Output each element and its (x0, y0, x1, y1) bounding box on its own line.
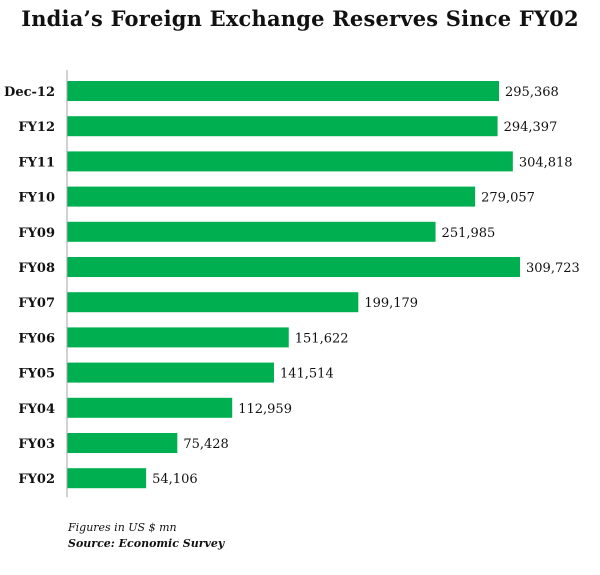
units-note: Figures in US $ mn (68, 521, 177, 534)
category-label-fy08: FY08 (18, 261, 55, 276)
bar-fy02 (67, 468, 147, 489)
value-label-fy05: 141,514 (280, 367, 334, 382)
value-label-fy09: 251,985 (442, 226, 496, 241)
bar-dec-12 (67, 81, 500, 101)
bar-fy05 (67, 362, 274, 383)
category-label-fy06: FY06 (18, 331, 55, 346)
bar-fy06 (67, 327, 289, 348)
category-label-dec-12: Dec-12 (4, 85, 55, 100)
value-label-fy08: 309,723 (526, 261, 580, 276)
category-label-fy11: FY11 (18, 155, 55, 170)
value-label-fy06: 151,622 (295, 331, 349, 346)
category-labels: Dec-12 FY12 FY11 FY10 FY09 FY08 FY07 FY06 FY05 FY… (4, 85, 55, 487)
value-label-fy12: 294,397 (504, 120, 558, 135)
bar-fy11 (67, 151, 513, 172)
category-label-fy04: FY04 (18, 402, 55, 417)
value-label-fy07: 199,179 (364, 296, 418, 311)
bars-layer (67, 81, 520, 489)
bar-fy12 (67, 116, 498, 137)
value-labels: 295,368 294,397 304,818 279,057 251,985 309,7… (152, 85, 580, 487)
bar-fy03 (67, 433, 178, 453)
bar-fy10 (67, 186, 476, 207)
category-label-fy09: FY09 (18, 226, 55, 241)
bar-fy07 (67, 292, 359, 313)
value-label-fy04: 112,959 (238, 402, 292, 417)
source-note: Source: Economic Survey (68, 537, 225, 550)
bar-fy09 (67, 221, 436, 242)
category-label-fy10: FY10 (18, 191, 55, 206)
category-label-fy03: FY03 (18, 437, 55, 452)
category-label-fy12: FY12 (18, 120, 55, 135)
category-label-fy07: FY07 (18, 296, 55, 311)
category-label-fy05: FY05 (18, 367, 55, 382)
category-label-fy02: FY02 (18, 472, 55, 487)
value-label-fy10: 279,057 (481, 191, 535, 206)
value-label-fy11: 304,818 (519, 155, 573, 170)
value-label-fy03: 75,428 (183, 437, 229, 452)
value-label-fy02: 54,106 (152, 472, 198, 487)
bar-fy08 (67, 257, 520, 277)
bar-fy04 (67, 397, 233, 418)
chart-title: India’s Foreign Exchange Reserves Since … (21, 6, 579, 31)
value-label-dec-12: 295,368 (505, 85, 559, 100)
